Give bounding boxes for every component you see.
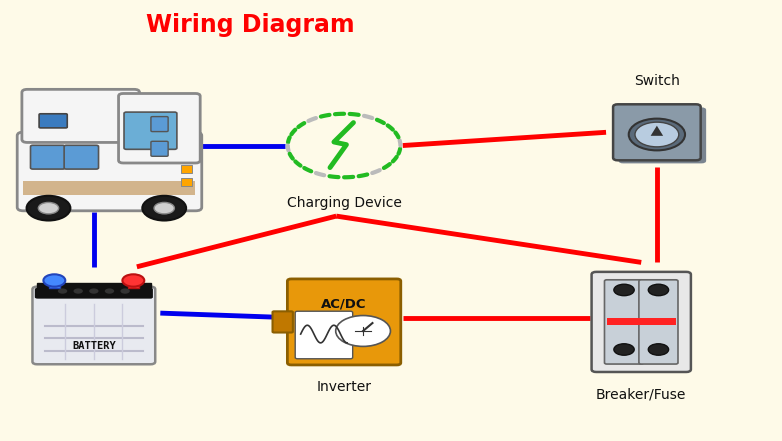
Circle shape [27, 196, 70, 220]
Bar [607, 318, 641, 325]
Text: Inverter: Inverter [317, 380, 371, 394]
FancyBboxPatch shape [151, 116, 168, 131]
Bar [128, 280, 139, 288]
Polygon shape [651, 126, 663, 136]
Text: Wiring Diagram: Wiring Diagram [146, 13, 354, 37]
Bar [181, 165, 192, 173]
Circle shape [44, 274, 66, 287]
FancyBboxPatch shape [151, 141, 168, 156]
FancyBboxPatch shape [32, 287, 155, 364]
Circle shape [614, 284, 634, 295]
Text: Breaker/Fuse: Breaker/Fuse [596, 387, 687, 401]
Circle shape [122, 274, 144, 287]
FancyBboxPatch shape [124, 112, 177, 149]
FancyBboxPatch shape [17, 132, 202, 211]
Circle shape [629, 119, 685, 150]
Circle shape [74, 288, 83, 294]
FancyBboxPatch shape [591, 272, 691, 372]
Text: AC/DC: AC/DC [321, 298, 367, 310]
FancyBboxPatch shape [34, 288, 152, 299]
FancyBboxPatch shape [287, 279, 400, 365]
FancyBboxPatch shape [22, 90, 139, 142]
FancyBboxPatch shape [604, 280, 644, 364]
Text: Switch: Switch [634, 74, 680, 88]
Bar [641, 318, 676, 325]
Circle shape [142, 196, 186, 220]
FancyBboxPatch shape [639, 280, 678, 364]
Circle shape [648, 284, 669, 295]
Text: Charging Device: Charging Device [287, 196, 401, 210]
Circle shape [648, 344, 669, 355]
FancyBboxPatch shape [30, 145, 65, 169]
FancyBboxPatch shape [119, 93, 200, 163]
Circle shape [38, 202, 59, 214]
FancyBboxPatch shape [619, 108, 706, 164]
Circle shape [635, 122, 679, 147]
Circle shape [105, 288, 114, 294]
Circle shape [89, 288, 99, 294]
FancyBboxPatch shape [64, 145, 99, 169]
FancyBboxPatch shape [296, 311, 353, 359]
Bar [181, 178, 192, 186]
Text: BATTERY: BATTERY [72, 340, 116, 351]
Bar [38, 283, 150, 297]
FancyBboxPatch shape [272, 311, 292, 333]
FancyBboxPatch shape [39, 114, 67, 128]
Bar [23, 181, 196, 195]
FancyBboxPatch shape [613, 105, 701, 161]
Circle shape [58, 288, 67, 294]
Circle shape [335, 316, 390, 347]
Circle shape [120, 288, 130, 294]
Bar [48, 280, 59, 288]
Circle shape [614, 344, 634, 355]
Circle shape [154, 202, 174, 214]
